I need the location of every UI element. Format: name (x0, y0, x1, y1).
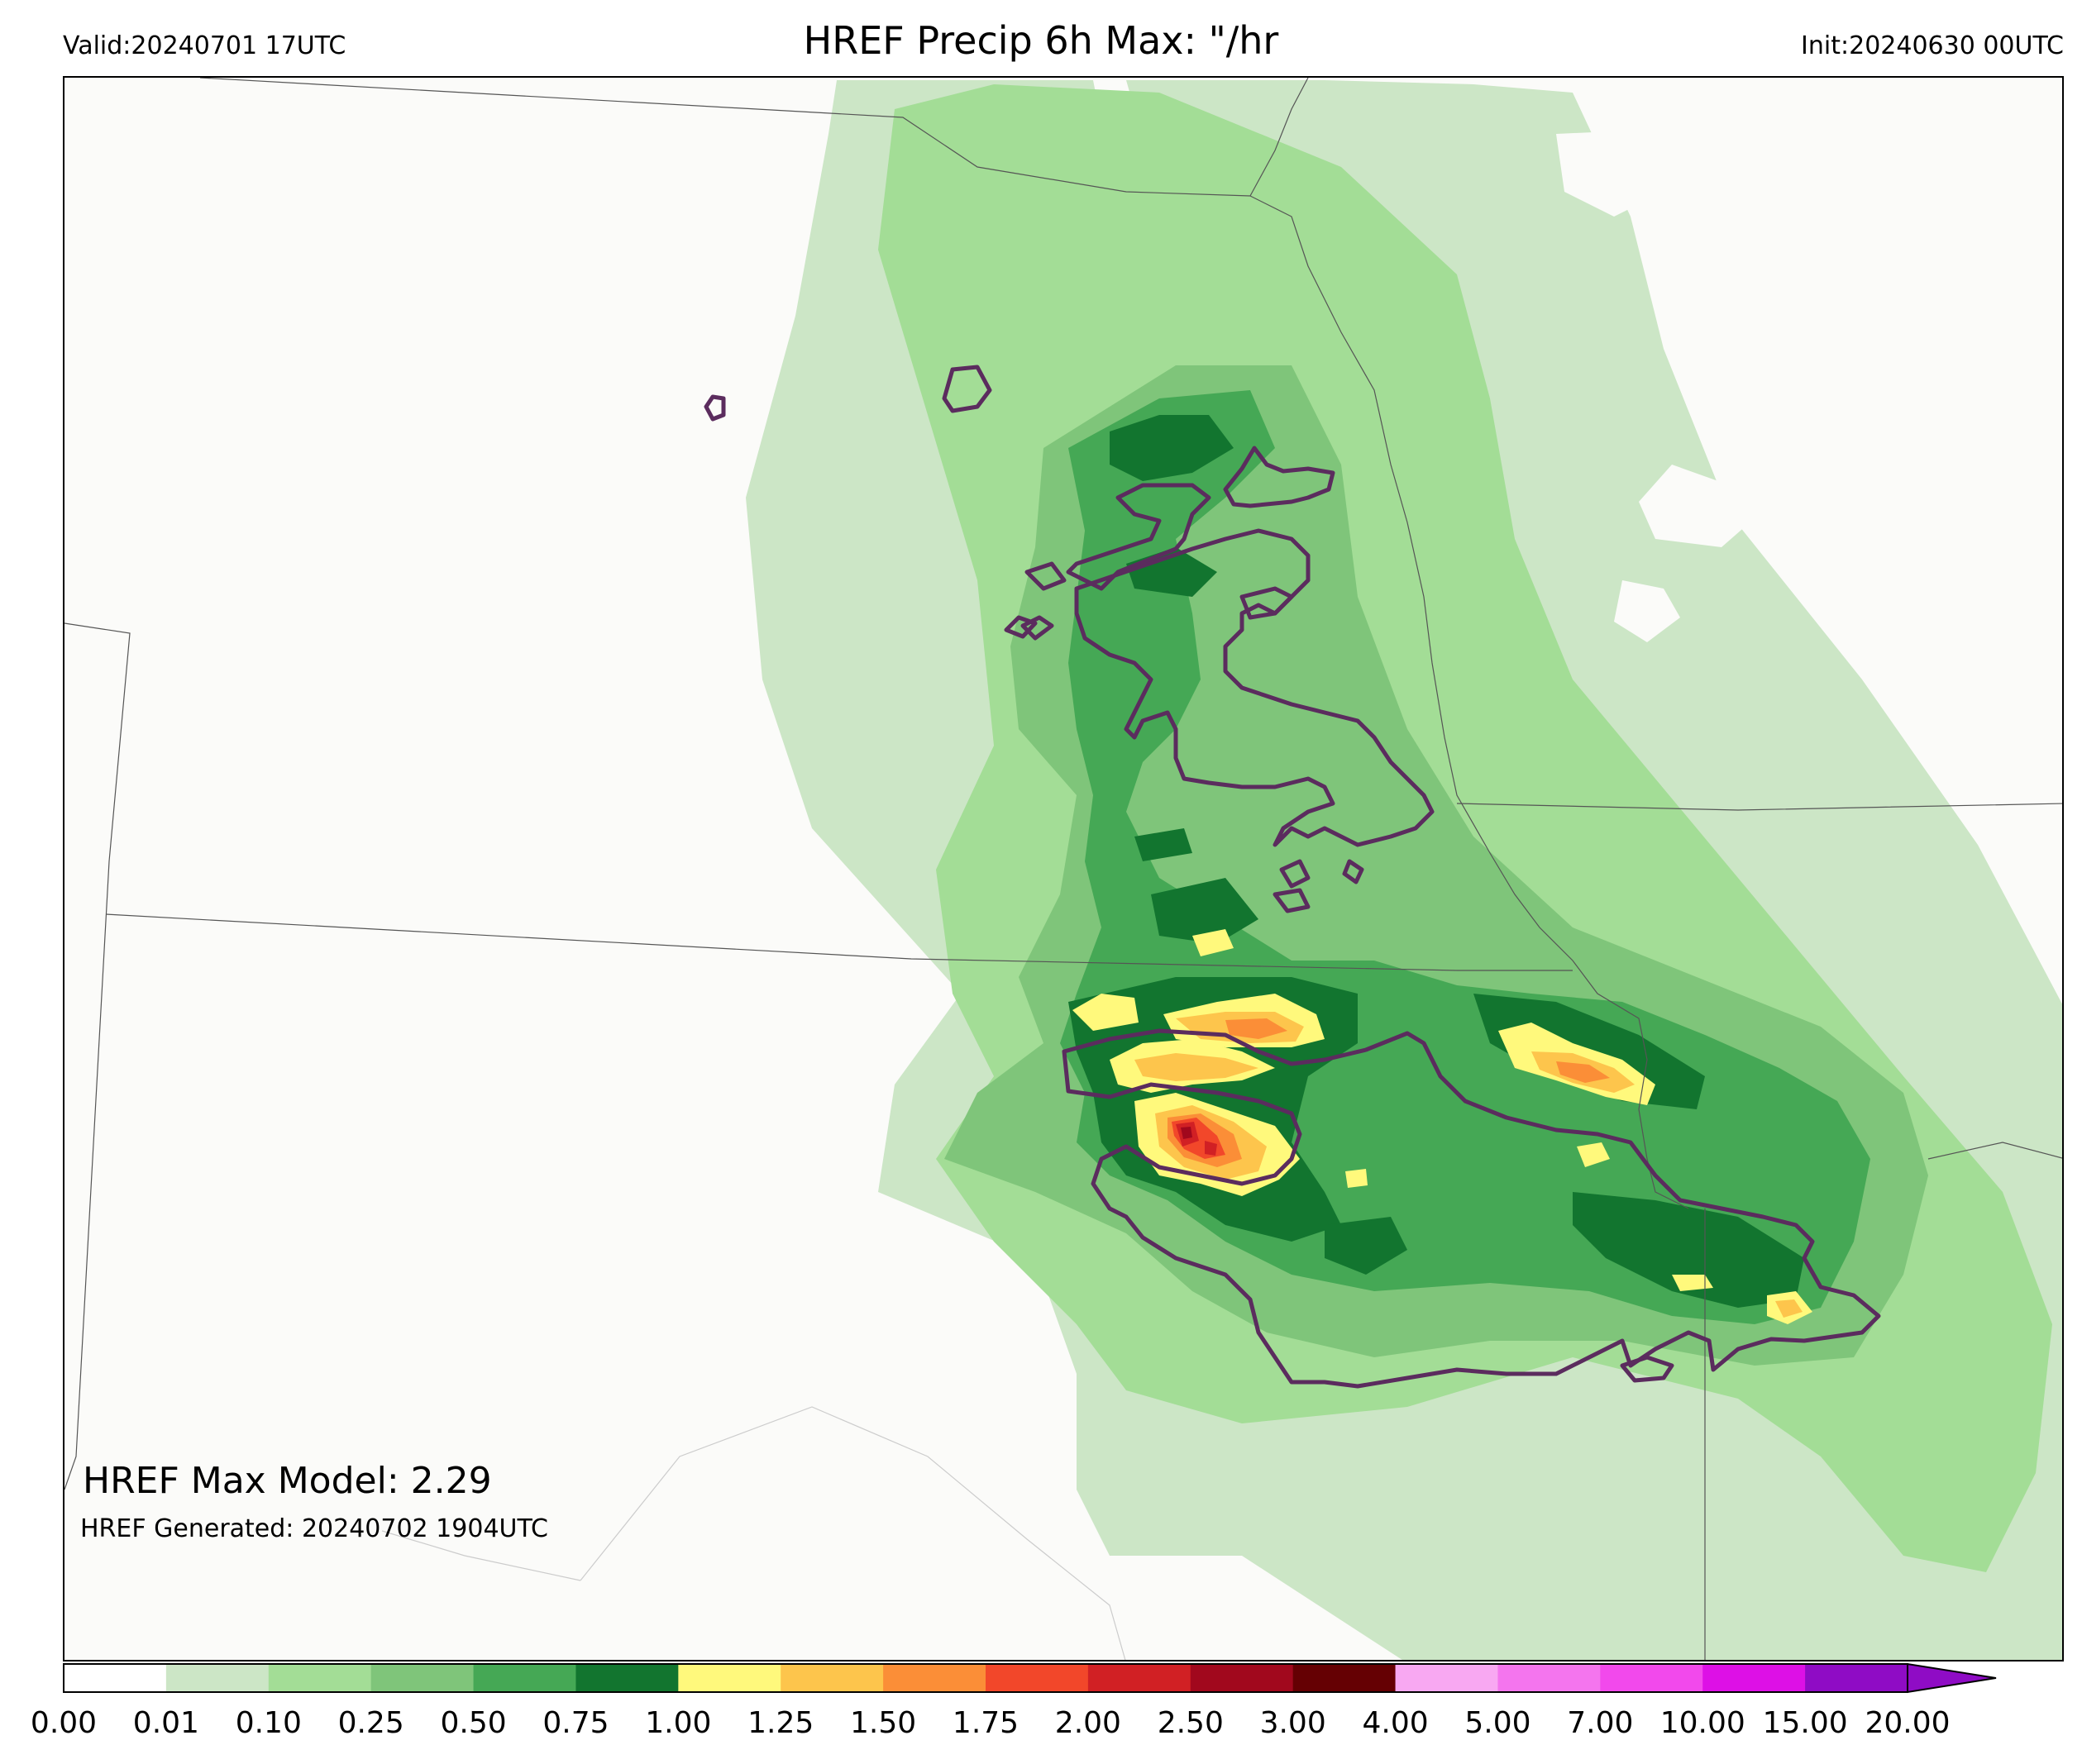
contour-line-003 (1074, 528, 1435, 847)
colorbar-tick-label: 0.50 (440, 1706, 507, 1740)
colorbar-tick-label: 1.50 (850, 1706, 917, 1740)
colorbar-cell-2 (268, 1664, 372, 1692)
precip-map (64, 78, 2062, 1660)
colorbar-tick-label: 10.00 (1659, 1706, 1745, 1740)
colorbar-tick-label: 5.00 (1464, 1706, 1531, 1740)
state-boundary-002 (1249, 78, 1309, 197)
map-panel (63, 76, 2064, 1661)
contour-line-006 (942, 365, 992, 413)
colorbar-cell-1 (165, 1664, 270, 1692)
colorbar-tick-label: 3.00 (1259, 1706, 1326, 1740)
contour-line-013 (1342, 859, 1364, 884)
colorbar-tick-label: 15.00 (1762, 1706, 1848, 1740)
valid-time: Valid:20240701 17UTC (63, 31, 346, 60)
contour-line-012 (1273, 888, 1311, 913)
chart-title: HREF Precip 6h Max: "/hr (803, 18, 1279, 63)
precip-area-035 (1556, 1061, 1610, 1083)
colorbar-tick-label: 1.00 (645, 1706, 712, 1740)
precip-area-013 (1151, 878, 1258, 944)
state-boundary-009 (580, 1406, 1126, 1660)
colorbar-cell-0 (64, 1664, 167, 1692)
colorbar-cell-7 (781, 1664, 884, 1692)
state-boundary-006 (105, 913, 1573, 971)
precip-area-010 (1110, 415, 1234, 481)
max-model-label: HREF Max Model: 2.29 (83, 1460, 492, 1502)
state-boundary-004 (1456, 803, 2062, 811)
precip-area-017 (1325, 1217, 1407, 1275)
contour-line-004 (1223, 446, 1335, 508)
precip-area-039 (1181, 1127, 1192, 1139)
colorbar-tick-label: 0.75 (542, 1706, 609, 1740)
precip-area-029 (1134, 1053, 1258, 1081)
colorbar-tick-label: 0.00 (30, 1706, 98, 1740)
state-boundary-003 (1249, 195, 1689, 1209)
colorbar-tick-label: 0.01 (132, 1706, 199, 1740)
state-boundary-010 (381, 1530, 581, 1581)
colorbar (63, 1662, 1997, 1694)
state-boundary-008 (1927, 1142, 2062, 1160)
state-boundary-001 (199, 78, 1251, 197)
colorbar-cell-16 (1702, 1664, 1806, 1692)
precip-area-012 (1134, 828, 1192, 861)
colorbar-extend-arrow (1907, 1662, 1997, 1694)
init-time: Init:20240630 00UTC (1801, 31, 2064, 60)
precip-area-003 (1614, 580, 1680, 642)
colorbar-tick-label: 2.00 (1054, 1706, 1121, 1740)
colorbar-cell-8 (883, 1664, 986, 1692)
colorbar-tick-label: 4.00 (1362, 1706, 1429, 1740)
precip-area-026 (1345, 1169, 1368, 1188)
contour-line-008 (1024, 561, 1067, 591)
precip-area-024 (1577, 1142, 1610, 1167)
contour-line-011 (1279, 859, 1311, 889)
contour-line-010 (1004, 615, 1038, 639)
precip-area-016 (1573, 1192, 1804, 1308)
contour-line-007 (704, 394, 726, 422)
colorbar-tick-label: 20.00 (1865, 1706, 1951, 1740)
precip-area-002 (1639, 465, 1755, 547)
state-boundary-005 (64, 622, 131, 1490)
contour-line-005 (1239, 586, 1294, 620)
contour-line-014 (1620, 1355, 1674, 1383)
colorbar-tick-label: 2.50 (1157, 1706, 1224, 1740)
colorbar-cell-14 (1497, 1664, 1601, 1692)
colorbar-cell-11 (1190, 1664, 1294, 1692)
precip-area-038 (1205, 1141, 1217, 1156)
colorbar-cell-15 (1600, 1664, 1703, 1692)
precip-area-027 (1672, 1275, 1713, 1291)
colorbar-cell-10 (1087, 1664, 1191, 1692)
colorbar-tick-label: 1.25 (747, 1706, 814, 1740)
colorbar-tick-label: 0.25 (337, 1706, 404, 1740)
colorbar-cell-12 (1292, 1664, 1397, 1692)
colorbar-cell-9 (986, 1664, 1089, 1692)
precip-area-022 (1192, 929, 1234, 956)
contour-line-001 (1062, 1028, 1881, 1389)
colorbar-cell-3 (370, 1664, 475, 1692)
colorbar-cell-13 (1395, 1664, 1498, 1692)
precip-area-004 (1556, 130, 1664, 217)
colorbar-cell-17 (1805, 1664, 1908, 1692)
precip-area-033 (1225, 1018, 1287, 1039)
colorbar-cells (64, 1664, 1908, 1692)
colorbar-cell-5 (575, 1664, 679, 1692)
contour-line-009 (1020, 615, 1054, 641)
max-model-contours (704, 365, 1881, 1389)
colorbar-outline (63, 1663, 1908, 1693)
precip-area-032 (1775, 1299, 1803, 1318)
colorbar-cell-6 (678, 1664, 781, 1692)
state-boundaries (64, 78, 2062, 1660)
colorbar-tick-label: 1.75 (952, 1706, 1020, 1740)
precip-area-018 (1072, 994, 1139, 1031)
colorbar-tick-label: 0.10 (235, 1706, 302, 1740)
precip-swaths (746, 80, 2062, 1660)
colorbar-cell-4 (473, 1664, 576, 1692)
generated-label: HREF Generated: 20240702 1904UTC (80, 1514, 549, 1543)
colorbar-tick-label: 7.00 (1567, 1706, 1634, 1740)
